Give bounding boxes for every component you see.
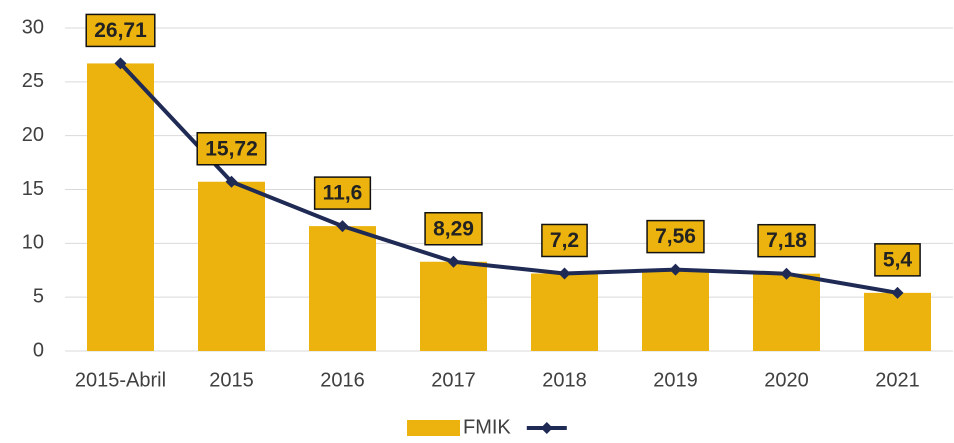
legend-marker: [540, 422, 553, 434]
legend-label: FMIK: [463, 416, 511, 438]
value-label: 5,4: [883, 248, 913, 271]
y-tick-label: 25: [22, 70, 44, 92]
x-tick-label: 2020: [764, 369, 809, 391]
bar: [864, 292, 931, 351]
value-label: 26,71: [94, 19, 147, 42]
bar: [87, 63, 154, 351]
bar: [753, 273, 820, 351]
value-label-box: [313, 176, 372, 210]
x-tick-label: 2015: [209, 369, 254, 391]
x-tick-label: 2016: [320, 369, 365, 391]
y-tick-label: 10: [22, 232, 44, 254]
line-marker: [336, 220, 349, 233]
y-tick-label: 5: [33, 285, 44, 307]
line: [119, 62, 898, 295]
value-label-box: [757, 223, 816, 258]
y-tick-label: 15: [22, 178, 44, 200]
x-tick-label: 2017: [431, 369, 476, 391]
value-label-box: [196, 131, 267, 166]
line-marker: [669, 263, 682, 276]
line-marker: [225, 175, 238, 188]
value-label-box: [541, 223, 588, 258]
bar: [420, 261, 487, 351]
value-label: 7,56: [655, 225, 696, 248]
line-marker: [780, 267, 793, 280]
x-tick-label: 2019: [653, 369, 698, 391]
value-label: 7,2: [550, 229, 579, 252]
line-marker: [558, 267, 571, 280]
value-label-box: [424, 211, 483, 246]
bar: [309, 226, 376, 351]
line-marker: [891, 286, 904, 299]
value-label-box: [85, 13, 156, 48]
value-label: 11,6: [323, 182, 363, 205]
value-label-box: [646, 219, 705, 254]
y-tick-label: 30: [22, 16, 44, 38]
line-marker: [114, 57, 127, 70]
line-marker: [447, 255, 460, 268]
bar: [642, 269, 709, 351]
y-tick-label: 20: [22, 124, 44, 146]
value-label: 7,18: [766, 229, 807, 252]
x-tick-label: 2018: [542, 369, 587, 391]
value-label: 15,72: [205, 137, 258, 160]
x-tick-label: 2015-Abril: [75, 369, 166, 391]
bar: [198, 181, 265, 351]
value-label: 8,29: [433, 217, 474, 240]
x-tick-label: 2021: [875, 369, 920, 391]
value-label-box: [874, 243, 921, 277]
y-tick-label: 0: [33, 339, 44, 361]
legend-swatch: [407, 420, 460, 436]
bar: [531, 273, 598, 351]
